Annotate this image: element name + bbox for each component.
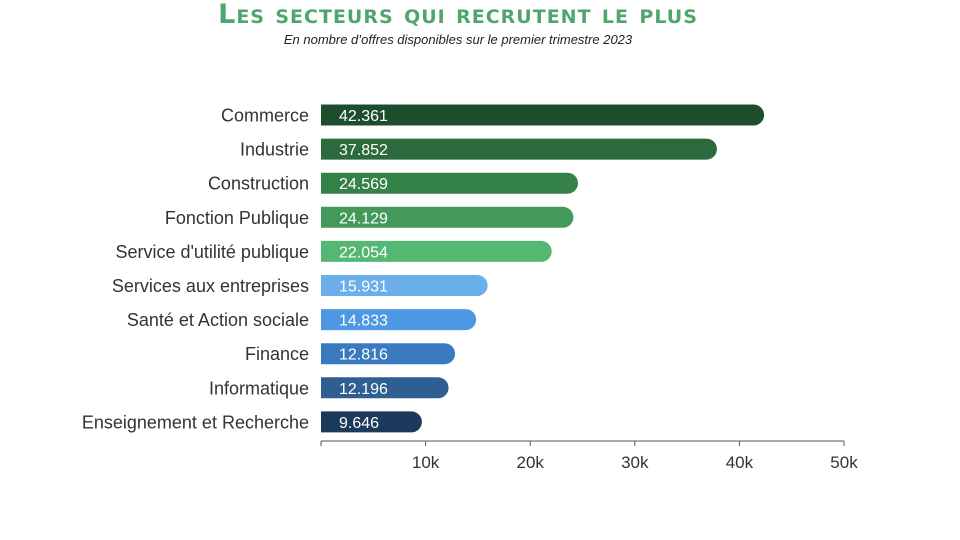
chart-subtitle: En nombre d’offres disponibles sur le pr… xyxy=(283,32,633,47)
x-tick-label: 10k xyxy=(412,453,440,472)
chart-title: Les secteurs qui recrutent le plus xyxy=(218,0,698,30)
category-label: Informatique xyxy=(209,378,309,398)
value-label: 14.833 xyxy=(339,313,388,330)
bar-commerce xyxy=(321,104,765,126)
category-label: Commerce xyxy=(221,106,309,126)
category-label: Industrie xyxy=(240,140,309,160)
category-label: Santé et Action sociale xyxy=(127,310,309,330)
x-tick-label: 30k xyxy=(621,453,649,472)
category-label: Service d'utilité publique xyxy=(115,242,309,262)
category-label: Services aux entreprises xyxy=(112,276,309,296)
category-label: Enseignement et Recherche xyxy=(82,412,309,432)
value-label: 12.816 xyxy=(339,347,388,364)
value-label: 12.196 xyxy=(339,381,388,398)
x-axis: 10k 20k 30k 40k 50k xyxy=(320,440,858,472)
bar-construction xyxy=(321,172,578,194)
x-tick-label: 20k xyxy=(516,453,544,472)
value-label: 24.129 xyxy=(339,210,388,227)
bar-informatique xyxy=(321,377,449,399)
value-label: 37.852 xyxy=(339,142,388,159)
bar-sante-et-action-sociale xyxy=(321,309,477,331)
value-label: 22.054 xyxy=(339,244,388,261)
bar-fonction-publique xyxy=(321,206,574,228)
value-label: 42.361 xyxy=(339,108,388,125)
bar-finance xyxy=(321,343,456,365)
value-label: 9.646 xyxy=(339,415,379,432)
bar-services-aux-entreprises xyxy=(321,275,488,296)
x-tick-label: 50k xyxy=(830,453,858,472)
bar-industrie xyxy=(321,138,717,160)
value-label: 24.569 xyxy=(339,176,388,193)
value-label: 15.931 xyxy=(339,279,388,296)
category-label: Construction xyxy=(208,174,309,194)
bar-enseignement-et-recherche xyxy=(321,411,422,433)
bars-group: Commerce 42.361 Industrie 37.852 Constructio… xyxy=(82,104,765,433)
category-label: Fonction Publique xyxy=(165,208,309,228)
bar-service-d-utilite-publique xyxy=(321,240,552,262)
category-label: Finance xyxy=(245,344,309,364)
x-tick-label: 40k xyxy=(726,453,754,472)
